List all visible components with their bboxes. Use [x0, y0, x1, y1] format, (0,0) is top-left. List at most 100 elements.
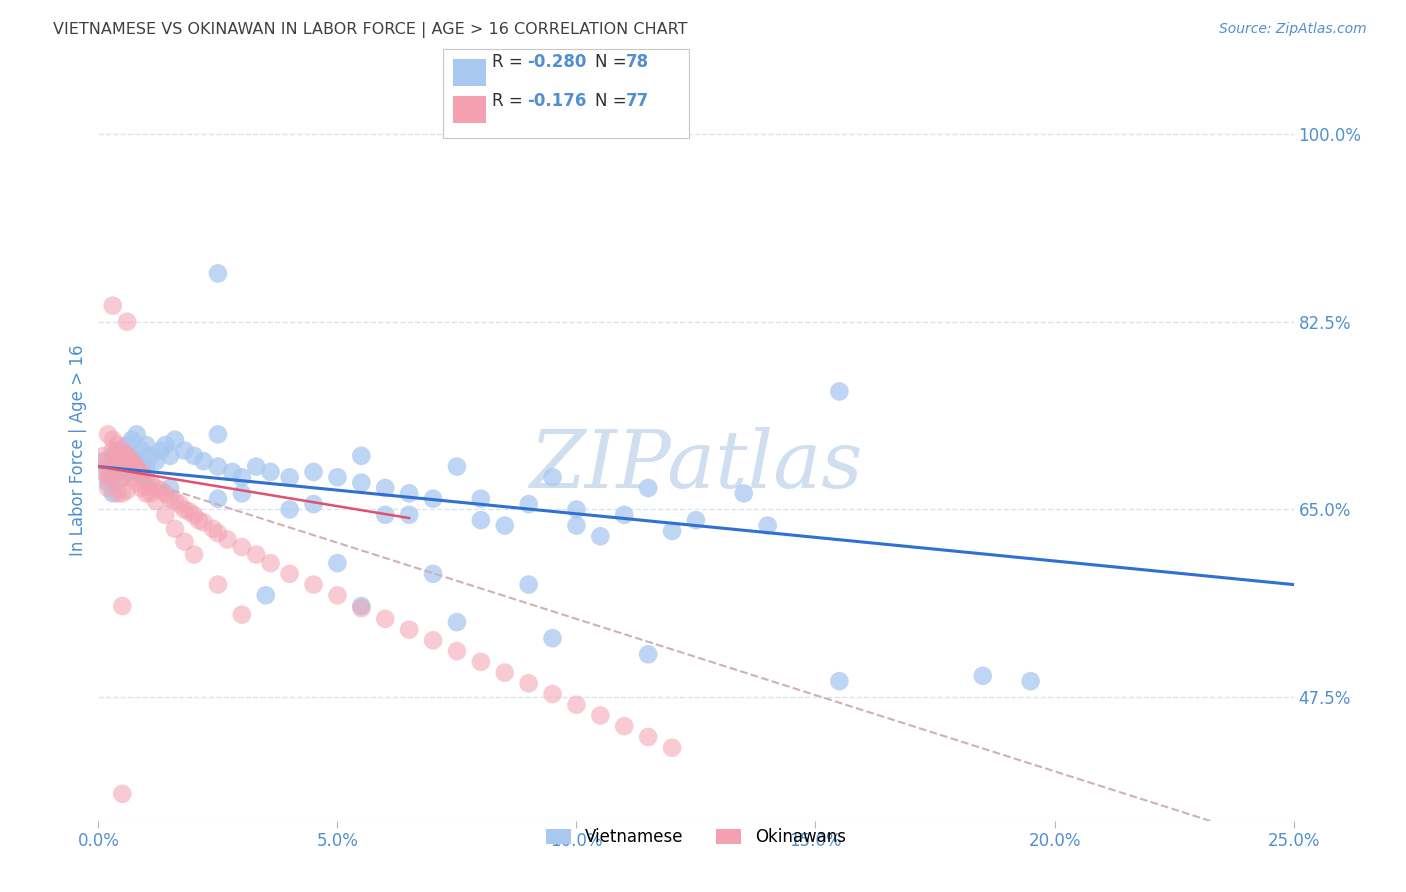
Point: [131, 465, 153, 479]
Point: [163, 494, 186, 508]
Point: [101, 443, 124, 458]
Point: [183, 548, 205, 562]
Point: [685, 513, 707, 527]
Point: [131, 481, 153, 495]
Point: [131, 443, 153, 458]
Point: [302, 465, 325, 479]
Point: [517, 497, 540, 511]
Point: [145, 454, 167, 468]
Point: [121, 433, 143, 447]
Point: [111, 599, 134, 613]
Point: [446, 459, 468, 474]
Point: [97, 465, 120, 479]
Point: [350, 475, 373, 490]
Point: [139, 486, 162, 500]
Point: [193, 454, 215, 468]
Point: [231, 540, 253, 554]
Point: [125, 475, 148, 490]
Point: [159, 491, 181, 506]
Point: [111, 443, 134, 458]
Point: [565, 502, 588, 516]
Point: [202, 522, 225, 536]
Point: [541, 687, 564, 701]
Point: [302, 497, 325, 511]
Point: [183, 508, 205, 522]
Point: [131, 465, 153, 479]
Point: [107, 465, 129, 479]
Point: [97, 427, 120, 442]
Point: [733, 486, 755, 500]
Point: [398, 486, 420, 500]
Point: [155, 508, 177, 522]
Text: Source: ZipAtlas.com: Source: ZipAtlas.com: [1219, 22, 1367, 37]
Point: [207, 267, 229, 281]
Text: 77: 77: [626, 92, 650, 110]
Point: [637, 481, 659, 495]
Point: [115, 465, 138, 479]
Point: [155, 438, 177, 452]
Point: [125, 461, 148, 475]
Point: [470, 513, 492, 527]
Point: [183, 449, 205, 463]
Point: [139, 449, 162, 463]
Y-axis label: In Labor Force | Age > 16: In Labor Force | Age > 16: [69, 344, 87, 557]
Point: [135, 438, 157, 452]
Point: [163, 433, 186, 447]
Point: [589, 708, 612, 723]
Point: [278, 470, 301, 484]
Point: [259, 556, 281, 570]
Point: [193, 516, 215, 530]
Point: [207, 427, 229, 442]
Point: [541, 632, 564, 646]
Point: [613, 508, 636, 522]
Point: [91, 454, 114, 468]
Point: [637, 730, 659, 744]
Point: [278, 502, 301, 516]
Point: [159, 449, 181, 463]
Point: [101, 470, 124, 484]
Point: [135, 479, 157, 493]
Point: [107, 486, 129, 500]
Text: VIETNAMESE VS OKINAWAN IN LABOR FORCE | AGE > 16 CORRELATION CHART: VIETNAMESE VS OKINAWAN IN LABOR FORCE | …: [53, 22, 688, 38]
Point: [422, 491, 444, 506]
Point: [115, 454, 138, 468]
Point: [494, 665, 516, 680]
Point: [111, 454, 134, 468]
Point: [107, 454, 129, 468]
Point: [139, 475, 162, 490]
Point: [326, 556, 349, 570]
Point: [169, 497, 191, 511]
Point: [972, 669, 994, 683]
Text: 78: 78: [626, 54, 648, 71]
Point: [111, 459, 134, 474]
Point: [207, 459, 229, 474]
Point: [163, 522, 186, 536]
Point: [254, 588, 277, 602]
Point: [97, 475, 120, 490]
Point: [589, 529, 612, 543]
Point: [121, 449, 143, 463]
Point: [145, 481, 167, 495]
Point: [179, 505, 201, 519]
Text: R =: R =: [492, 54, 529, 71]
Point: [187, 513, 209, 527]
Point: [350, 599, 373, 613]
Point: [613, 719, 636, 733]
Point: [517, 577, 540, 591]
Point: [245, 548, 267, 562]
Point: [125, 454, 148, 468]
Point: [398, 508, 420, 522]
Point: [231, 470, 253, 484]
Point: [326, 470, 349, 484]
Point: [101, 486, 124, 500]
Point: [470, 655, 492, 669]
Point: [111, 449, 134, 463]
Point: [207, 577, 229, 591]
Text: N =: N =: [595, 92, 631, 110]
Point: [173, 534, 195, 549]
Point: [97, 481, 120, 495]
Text: ZIPatlas: ZIPatlas: [529, 426, 863, 504]
Point: [101, 299, 124, 313]
Point: [135, 486, 157, 500]
Point: [541, 470, 564, 484]
